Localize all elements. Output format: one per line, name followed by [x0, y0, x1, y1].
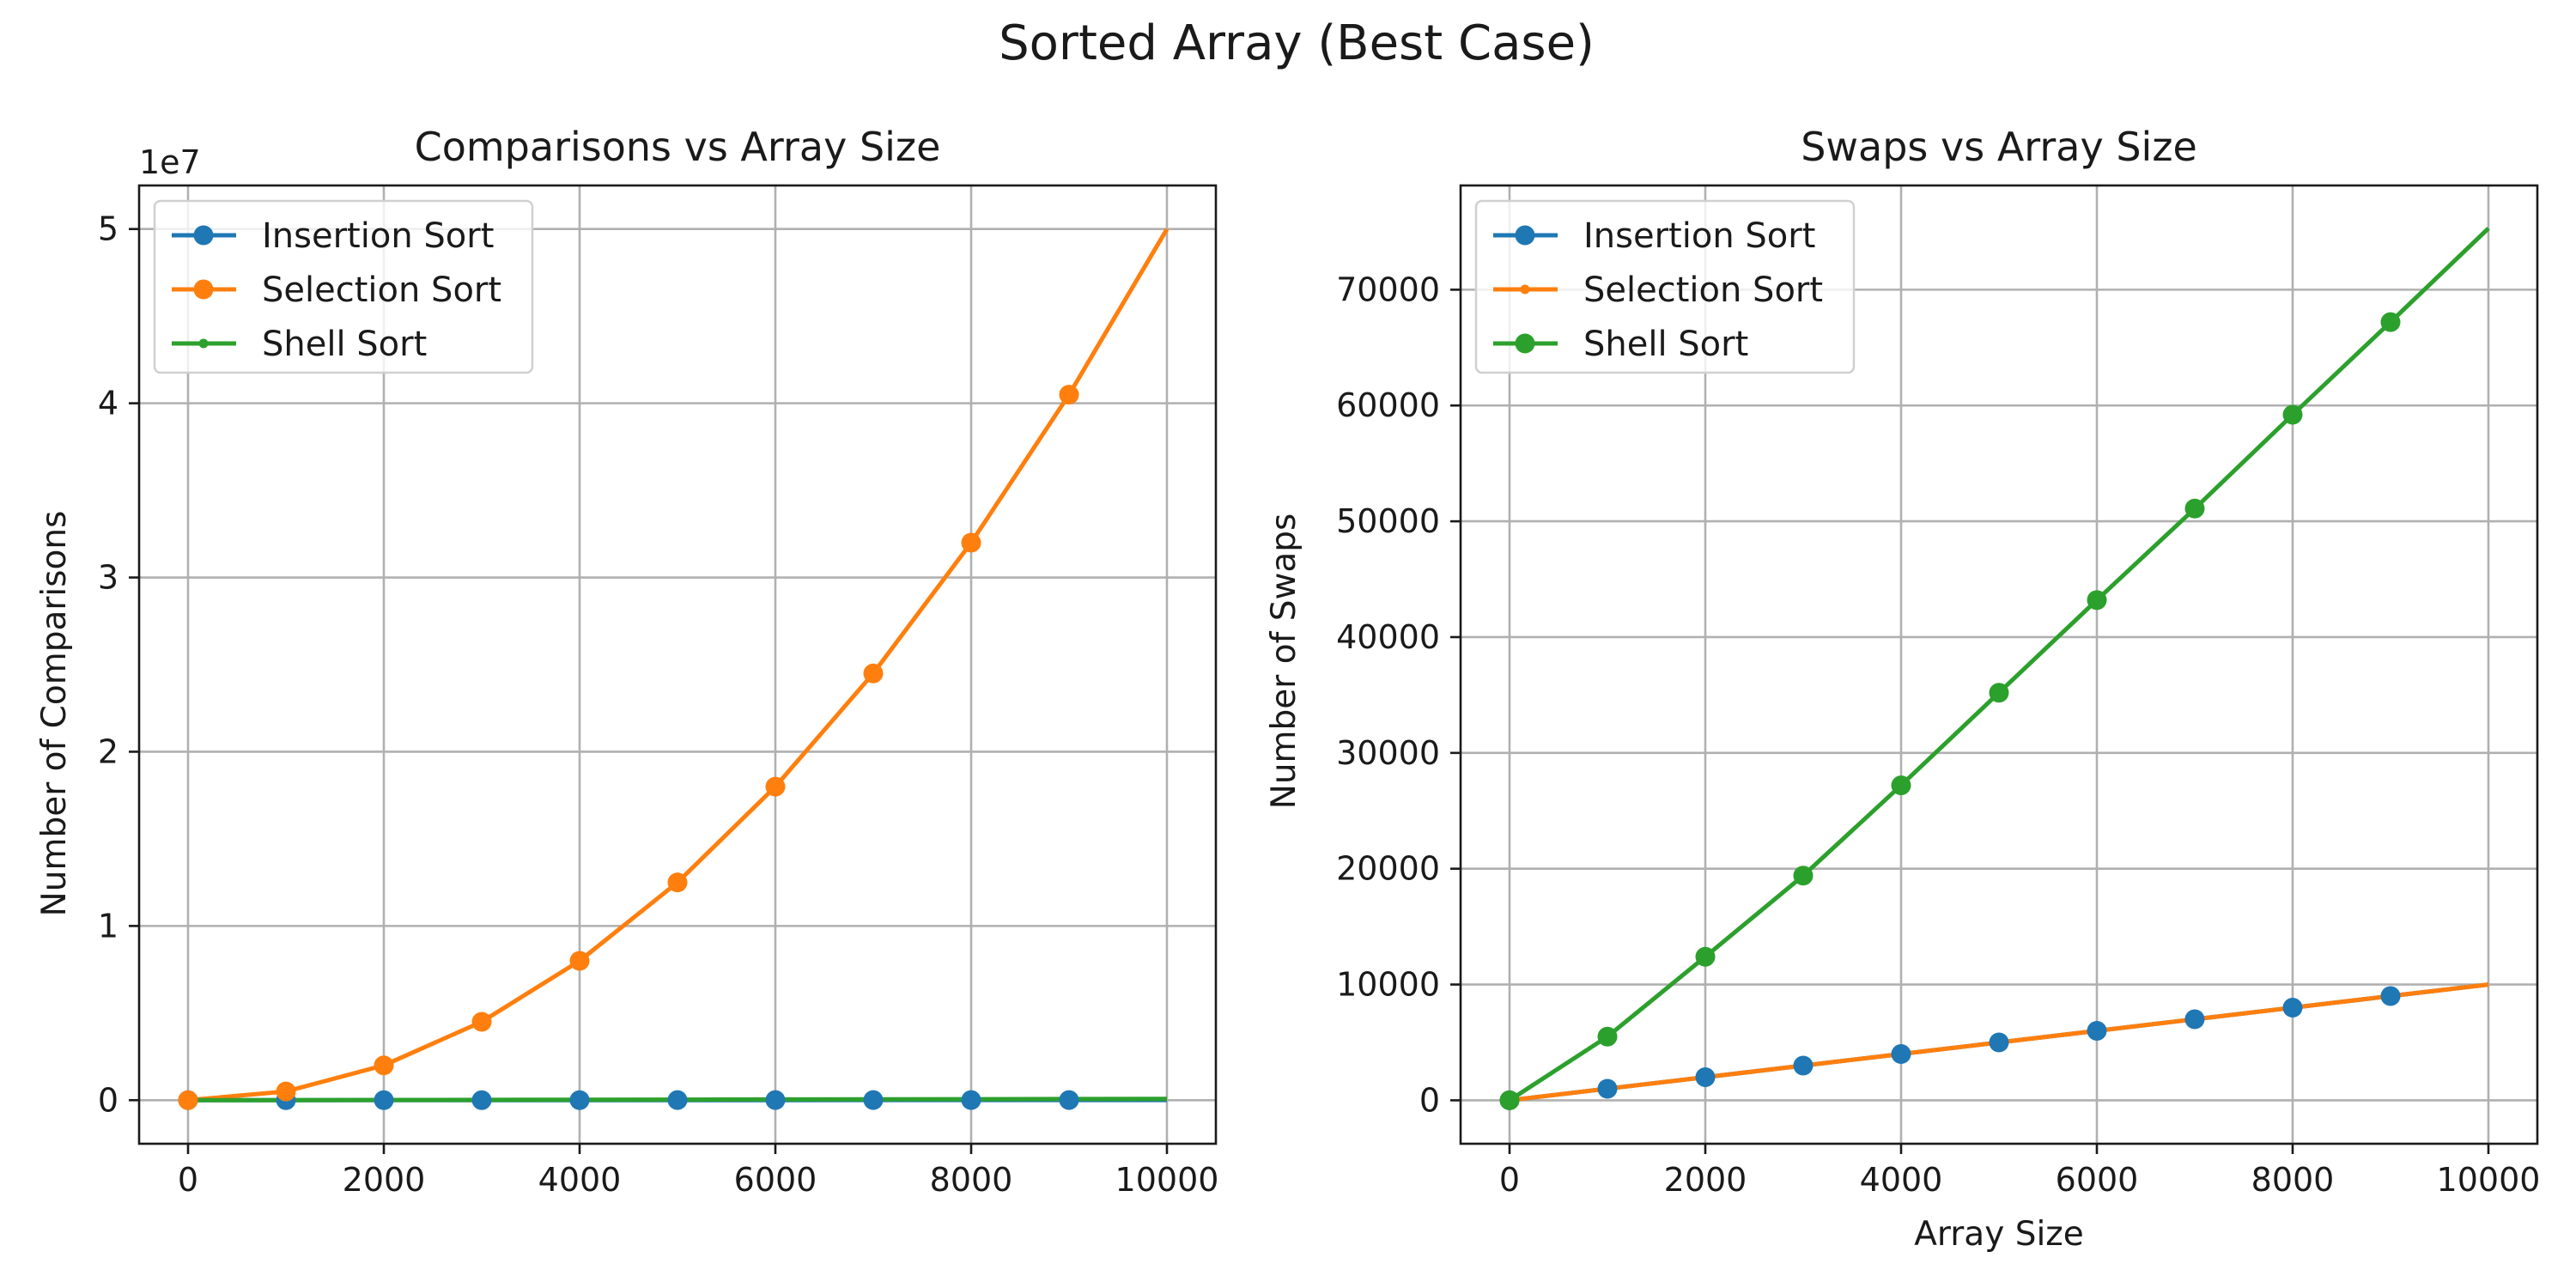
swaps-insertion-sort-point [2380, 986, 2401, 1006]
comparisons-insertion-sort-point [765, 1090, 786, 1110]
comparisons-selection-sort-point [471, 1012, 492, 1032]
swaps-y-tick-label: 70000 [1336, 270, 1440, 308]
swaps-y-tick-label: 0 [1419, 1081, 1440, 1119]
swaps-legend-insertion-sort-marker [1515, 225, 1535, 246]
swaps-shell-sort-point [1597, 1026, 1618, 1047]
swaps-legend-selection-sort-marker [1520, 284, 1530, 295]
swaps-legend-shell-sort-label: Shell Sort [1583, 325, 1748, 364]
swaps-insertion-sort-point [1597, 1078, 1618, 1099]
comparisons-y-offset-label: 1e7 [139, 143, 201, 181]
swaps-grid [1461, 185, 2537, 1144]
swaps-shell-sort-point [1499, 1090, 1520, 1110]
swaps-y-tick-label: 50000 [1336, 502, 1440, 540]
comparisons-selection-sort-point [276, 1081, 296, 1102]
swaps-shell-sort-point [2380, 312, 2401, 332]
comparisons-selection-sort-point [667, 872, 688, 893]
swaps-y-tick-label: 10000 [1336, 966, 1440, 1004]
comparisons-selection-sort-point [961, 532, 981, 553]
comparisons-insertion-sort-point [471, 1090, 492, 1110]
comparisons-panel: Comparisons vs Array Size 1e7 Number of … [35, 124, 1218, 1199]
comparisons-legend-box [153, 199, 534, 374]
comparisons-y-tick-label: 3 [98, 559, 118, 597]
comparisons-y-axis-label: Number of Comparisons [35, 511, 74, 917]
comparisons-insertion-sort-point [863, 1090, 884, 1110]
comparisons-series [178, 228, 1170, 1110]
swaps-shell-sort-point [2184, 498, 2205, 519]
swaps-plot-frame [1459, 184, 2539, 1145]
swaps-insertion-sort-point [2184, 1009, 2205, 1030]
swaps-x-tick-label: 8000 [2251, 1161, 2335, 1199]
swaps-series [1499, 227, 2490, 1110]
swaps-shell-sort-point [1891, 775, 1911, 796]
swaps-insertion-sort-point [1891, 1043, 1911, 1064]
swaps-shell-sort-point [2282, 404, 2303, 425]
comparisons-insertion-sort-point [1059, 1090, 1079, 1110]
comparisons-insertion-sort-point [569, 1090, 590, 1110]
comparisons-selection-sort-point [765, 776, 786, 797]
comparisons-legend-selection-sort-label: Selection Sort [262, 270, 501, 310]
comparisons-insertion-sort-point [961, 1090, 981, 1110]
swaps-y-tick-label: 60000 [1336, 386, 1440, 424]
swaps-x-tick-label: 0 [1499, 1161, 1520, 1199]
swaps-legend-selection-sort-label: Selection Sort [1583, 270, 1823, 310]
swaps-shell-sort-point [1793, 866, 1814, 886]
swaps-y-axis-label: Number of Swaps [1265, 513, 1303, 810]
swaps-insertion-sort-point [2087, 1021, 2107, 1042]
comparisons-selection-sort-point [569, 951, 590, 971]
swaps-legend-box [1474, 199, 1856, 374]
swaps-y-tick-label: 40000 [1336, 618, 1440, 656]
swaps-shell-sort-point [1695, 946, 1716, 967]
comparisons-x-tick-label: 2000 [343, 1161, 426, 1199]
comparisons-insertion-sort-point [374, 1090, 394, 1110]
comparisons-x-tick-label: 8000 [930, 1161, 1013, 1199]
swaps-y-tick-label: 30000 [1336, 734, 1440, 772]
swaps-shell-sort-point [2087, 590, 2107, 611]
comparisons-chart-title: Comparisons vs Array Size [415, 124, 941, 170]
swaps-insertion-sort-point [2282, 998, 2303, 1018]
comparisons-selection-sort-point [1059, 385, 1079, 405]
swaps-x-tick-label: 2000 [1664, 1161, 1747, 1199]
comparisons-legend-selection-sort-marker [193, 279, 214, 300]
swaps-legend-shell-sort-marker [1515, 333, 1535, 354]
comparisons-y-tick-label: 5 [98, 210, 118, 248]
comparisons-plot-frame [137, 184, 1218, 1145]
comparisons-legend-shell-sort-marker [198, 338, 209, 349]
comparisons-selection-sort-point [178, 1090, 198, 1110]
comparisons-x-tick-label: 6000 [734, 1161, 817, 1199]
comparisons-x-tick-label: 10000 [1115, 1161, 1219, 1199]
swaps-legend-insertion-sort-label: Insertion Sort [1583, 216, 1815, 256]
swaps-insertion-sort-point [1793, 1055, 1814, 1076]
swaps-panel: Swaps vs Array Size Number of Swaps Arra… [1265, 124, 2540, 1254]
comparisons-legend-shell-sort-label: Shell Sort [262, 325, 427, 364]
swaps-x-tick-label: 10000 [2437, 1161, 2541, 1199]
swaps-y-tick-label: 20000 [1336, 850, 1440, 888]
comparisons-x-tick-label: 4000 [538, 1161, 622, 1199]
comparisons-y-tick-label: 1 [98, 907, 118, 945]
swaps-legend: Insertion Sort Selection Sort Shell Sort [1474, 199, 1856, 374]
comparisons-y-tick-label: 2 [98, 732, 118, 770]
comparisons-selection-sort-point [374, 1055, 394, 1076]
comparisons-legend-insertion-sort-marker [193, 225, 214, 246]
swaps-chart-title: Swaps vs Array Size [1801, 124, 2197, 170]
swaps-shell-sort-point [1989, 683, 2009, 703]
swaps-x-axis-label: Array Size [1914, 1215, 2084, 1254]
comparisons-x-tick-label: 0 [178, 1161, 198, 1199]
swaps-x-tick-label: 4000 [1860, 1161, 1943, 1199]
comparisons-insertion-sort-point [667, 1090, 688, 1110]
comparisons-y-tick-label: 0 [98, 1081, 118, 1119]
comparisons-legend: Insertion Sort Selection Sort Shell Sort [153, 199, 534, 374]
comparisons-legend-insertion-sort-label: Insertion Sort [262, 216, 494, 256]
swaps-insertion-sort-point [1695, 1066, 1716, 1087]
swaps-insertion-sort-point [1989, 1032, 2009, 1053]
figure-title: Sorted Array (Best Case) [999, 15, 1595, 71]
swaps-x-tick-label: 6000 [2056, 1161, 2139, 1199]
comparisons-selection-sort-point [863, 663, 884, 683]
comparisons-y-tick-label: 4 [98, 385, 118, 422]
